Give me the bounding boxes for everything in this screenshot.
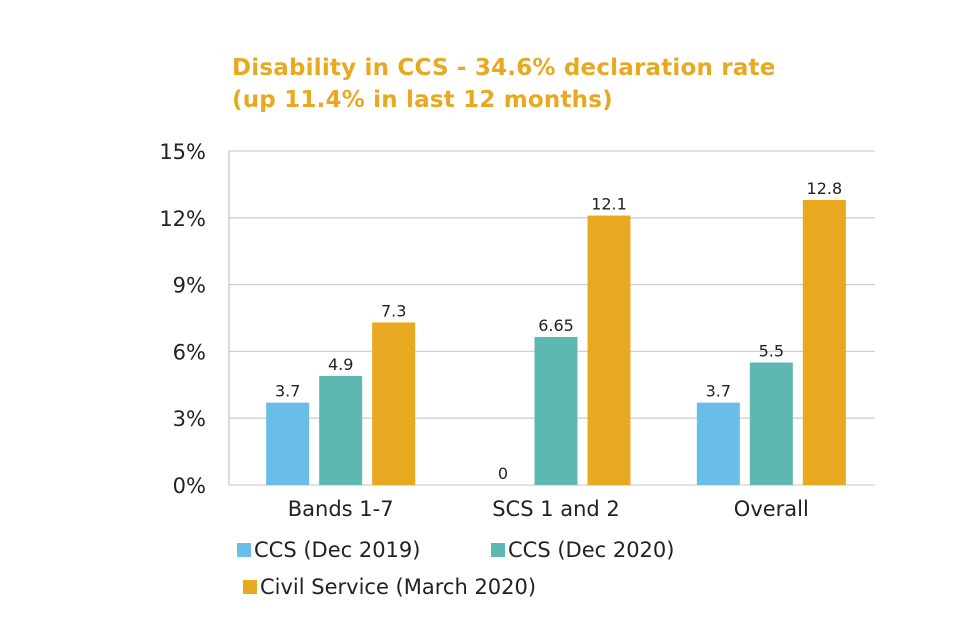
x-category-label: SCS 1 and 2 [492, 497, 620, 521]
data-label: 12.8 [807, 179, 843, 198]
legend-swatch-ccs-dec-2020 [491, 543, 505, 557]
chart-title: Disability in CCS - 34.6% declaration ra… [232, 52, 776, 116]
y-tick-label: 12% [159, 207, 206, 231]
x-category-label: Overall [734, 497, 809, 521]
data-label: 0 [498, 464, 508, 483]
data-label: 6.65 [538, 316, 574, 335]
data-label: 12.1 [591, 195, 627, 214]
legend-item-civil-service-march-2020: Civil Service (March 2020) [243, 575, 536, 599]
bar [749, 362, 793, 485]
bar [319, 375, 363, 485]
data-label: 5.5 [759, 342, 784, 361]
data-label: 4.9 [328, 355, 353, 374]
chart-title-line-1: Disability in CCS - 34.6% declaration ra… [232, 55, 776, 81]
bar [266, 402, 310, 485]
legend-label: CCS (Dec 2020) [508, 538, 675, 562]
bar [696, 402, 740, 485]
legend-swatch-ccs-dec-2019 [237, 543, 251, 557]
legend-label: CCS (Dec 2019) [254, 538, 421, 562]
bar [534, 336, 578, 485]
bar [372, 322, 416, 485]
y-tick-label: 9% [173, 274, 206, 298]
data-label: 7.3 [381, 301, 406, 320]
y-tick-label: 6% [173, 340, 206, 364]
legend-label: Civil Service (March 2020) [260, 575, 537, 599]
y-tick-label: 3% [173, 407, 206, 431]
data-label: 3.7 [706, 382, 731, 401]
bar [802, 199, 846, 485]
y-tick-label: 15% [159, 140, 206, 164]
legend-swatch-civil-service [243, 580, 257, 594]
legend-item-ccs-dec-2020: CCS (Dec 2020) [491, 538, 674, 562]
x-category-label: Bands 1-7 [288, 497, 394, 521]
bar [587, 215, 631, 485]
legend-item-ccs-dec-2019: CCS (Dec 2019) [237, 538, 420, 562]
data-label: 3.7 [275, 382, 300, 401]
y-tick-label: 0% [173, 474, 206, 498]
chart-title-line-2: (up 11.4% in last 12 months) [232, 87, 613, 113]
